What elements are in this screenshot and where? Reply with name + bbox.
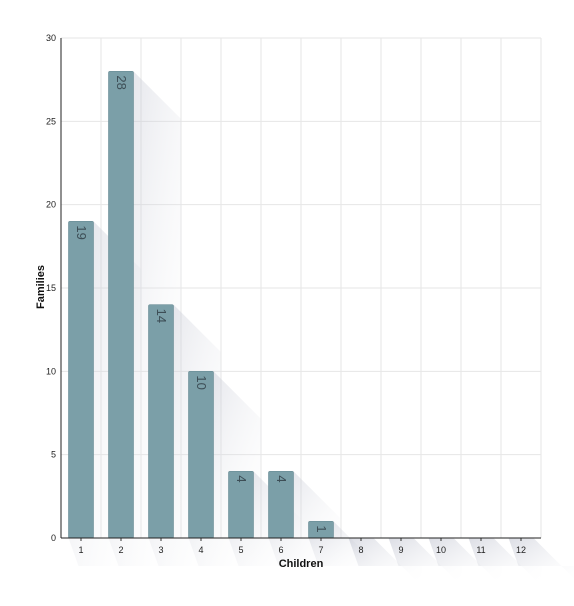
bar-data-label: 4 (234, 475, 249, 482)
y-tick-label: 0 (51, 533, 56, 543)
x-tick-label: 3 (158, 545, 163, 555)
x-tick-label: 10 (436, 545, 446, 555)
y-tick-label: 10 (46, 366, 56, 376)
bar (189, 371, 214, 538)
bar-shadows (69, 71, 574, 586)
bar-data-label: 1 (314, 525, 329, 532)
x-tick-label: 4 (198, 545, 203, 555)
y-tick-label: 25 (46, 116, 56, 126)
y-tick-label: 5 (51, 450, 56, 460)
x-tick-label: 11 (476, 545, 485, 555)
bars (69, 71, 334, 538)
x-tick-label: 7 (318, 545, 323, 555)
x-tick-label: 6 (278, 545, 283, 555)
bar-data-label: 14 (154, 309, 169, 323)
x-tick-label: 8 (358, 545, 363, 555)
x-tick-label: 2 (118, 545, 123, 555)
bar (149, 305, 174, 538)
x-tick-label: 12 (516, 545, 526, 555)
y-axis-title: Families (35, 265, 47, 309)
x-axis-title: Children (279, 558, 324, 570)
x-tick-label: 9 (398, 545, 403, 555)
x-tick-label: 5 (238, 545, 243, 555)
bar-data-label: 28 (114, 75, 129, 89)
y-tick-label: 20 (46, 200, 56, 210)
x-tick-label: 1 (78, 545, 83, 555)
y-tick-label: 15 (46, 283, 56, 293)
bar-data-label: 4 (274, 475, 289, 482)
y-tick-label: 30 (46, 33, 56, 43)
bar-data-label: 10 (194, 375, 209, 389)
bar-data-label: 19 (74, 225, 89, 239)
bar (109, 71, 134, 538)
bar (69, 221, 94, 538)
